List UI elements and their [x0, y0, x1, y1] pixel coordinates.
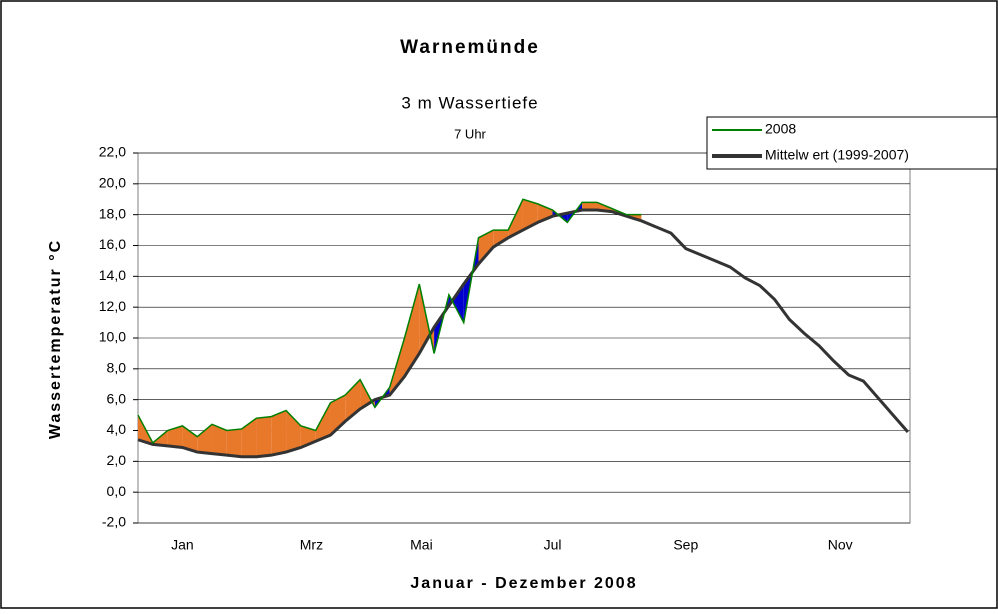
difference-area	[582, 202, 597, 211]
difference-area	[404, 284, 420, 377]
legend-label: Mittelw ert (1999-2007)	[765, 147, 909, 163]
difference-area	[256, 416, 272, 457]
legend-box	[706, 116, 998, 170]
difference-area	[226, 428, 242, 457]
difference-area	[271, 410, 287, 456]
x-axis-label: Januar - Dezember 2008	[410, 575, 637, 592]
difference-area	[241, 418, 257, 457]
y-tick-label: 12,0	[99, 298, 126, 314]
y-tick-label: 8,0	[107, 360, 127, 376]
difference-area	[508, 199, 523, 238]
y-tick-label: 6,0	[107, 390, 127, 406]
difference-area	[167, 425, 183, 448]
y-tick-label: 4,0	[107, 421, 127, 437]
x-tick-label: Mrz	[300, 537, 323, 553]
chart-note: 7 Uhr	[454, 126, 486, 141]
series-line	[137, 198, 642, 444]
x-tick-label: Nov	[828, 537, 853, 553]
y-tick-label: 0,0	[107, 483, 127, 499]
difference-area	[448, 284, 464, 323]
x-tick-label: Jul	[544, 537, 562, 553]
y-tick-label: 10,0	[99, 329, 126, 345]
difference-area	[493, 230, 509, 248]
difference-area	[212, 424, 227, 456]
y-tick-label: 2,0	[107, 452, 127, 468]
difference-area	[478, 230, 494, 264]
x-tick-label: Mai	[410, 537, 433, 553]
y-tick-label: 20,0	[99, 175, 126, 191]
difference-area	[286, 410, 301, 453]
y-tick-label: 14,0	[99, 267, 126, 283]
difference-area	[182, 425, 198, 453]
series-line	[137, 208, 910, 459]
difference-area	[330, 395, 346, 436]
chart-title: Warnemünde	[400, 37, 540, 58]
difference-area	[315, 402, 331, 442]
chart-subtitle: 3 m Wassertiefe	[401, 93, 538, 112]
x-tick-label: Jan	[171, 537, 194, 553]
difference-area	[197, 424, 213, 454]
y-axis-label: Wassertemperatur °C	[47, 239, 64, 439]
difference-area	[522, 199, 538, 231]
legend-label: 2008	[765, 121, 796, 137]
y-tick-label: 16,0	[99, 236, 126, 252]
y-tick-label: 22,0	[99, 144, 126, 160]
y-tick-label: 18,0	[99, 205, 126, 221]
x-tick-label: Sep	[673, 537, 698, 553]
y-tick-label: -2,0	[102, 514, 126, 530]
difference-area	[537, 203, 553, 223]
